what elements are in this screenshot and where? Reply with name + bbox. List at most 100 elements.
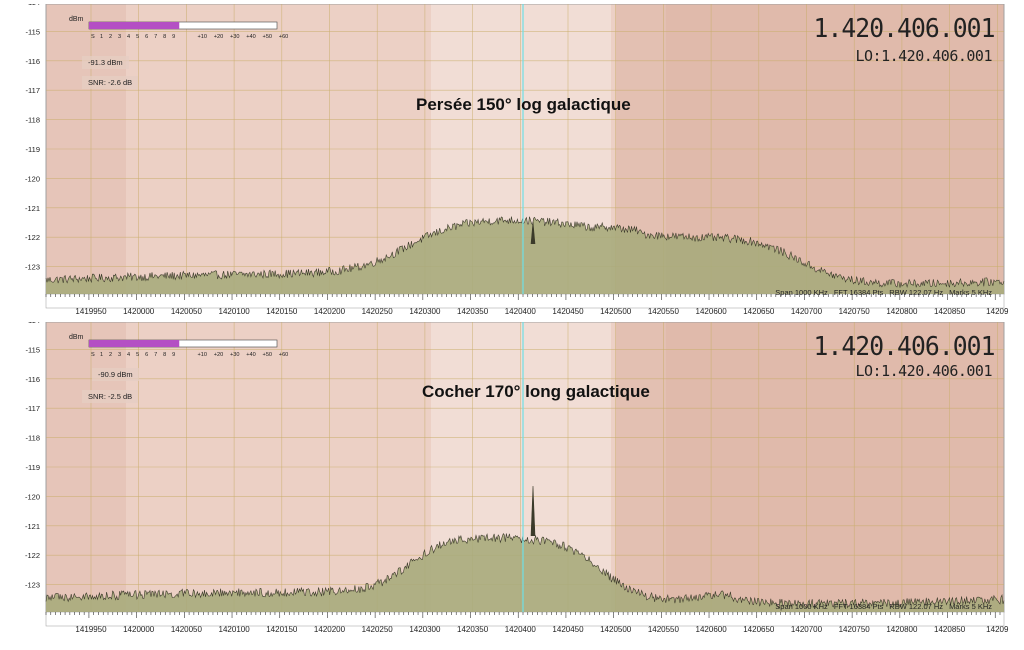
lo-frequency-readout: LO:1.420.406.001 <box>855 47 993 65</box>
x-tick-label: 1420750 <box>839 625 871 634</box>
smeter-scale-label: +40 <box>246 352 256 358</box>
x-tick-label: 1420400 <box>505 307 537 316</box>
x-tick-label: 1420450 <box>552 625 584 634</box>
spectrum-panel-top: -114 -115 -116 -117 -118 -119 -120 -121 -122 -123… <box>0 4 1010 322</box>
smeter-fill <box>89 22 180 29</box>
signal-level-readout: -90.9 dBm <box>92 368 139 381</box>
y-tick-label: -115 <box>26 27 40 36</box>
rbw-status: RBW 122.07 Hz <box>889 602 944 611</box>
smeter-scale-label: 3 <box>118 34 121 40</box>
x-tick-label: 1420350 <box>457 307 489 316</box>
smeter-scale-label: 4 <box>127 352 130 358</box>
y-tick-label: -116 <box>26 57 40 66</box>
x-tick-label: 1420050 <box>171 307 203 316</box>
y-tick-label: -117 <box>26 86 40 95</box>
x-tick-label: 1420200 <box>314 625 346 634</box>
x-tick-label: 1420600 <box>696 307 728 316</box>
span-status: Span 1000 KHz <box>775 288 828 297</box>
x-tick-label: 1420500 <box>600 307 632 316</box>
x-axis-strip <box>45 611 1005 627</box>
spectrum-title: Persée 150° log galactique <box>416 95 631 114</box>
snr-readout: SNR: -2.5 dB <box>82 390 139 403</box>
spectrum-plot-top[interactable]: -114 -115 -116 -117 -118 -119 -120 -121 -122 -123… <box>0 4 1010 322</box>
x-tick-label: 1420000 <box>123 625 155 634</box>
y-tick-label: -123 <box>25 581 40 590</box>
x-tick-label: 1420350 <box>457 625 489 634</box>
smeter-scale-label: 2 <box>109 34 112 40</box>
x-tick-label: 1420850 <box>934 625 966 634</box>
smeter-scale-label: 1 <box>100 34 103 40</box>
smeter-scale-label: 8 <box>163 34 166 40</box>
x-tick-label: 1420650 <box>743 307 775 316</box>
y-tick-label: -118 <box>26 116 40 125</box>
x-tick-label: 1420700 <box>791 307 823 316</box>
y-tick-label: -117 <box>26 404 40 413</box>
y-tick-label: -119 <box>26 463 40 472</box>
y-tick-label: -115 <box>26 345 40 354</box>
signal-spike <box>530 221 536 245</box>
y-tick-label: -114 <box>26 4 40 7</box>
x-tick-label: 1420250 <box>362 625 394 634</box>
x-tick-label: 1420150 <box>266 307 298 316</box>
smeter-scale-label: 7 <box>154 34 157 40</box>
x-tick-label: 1420050 <box>171 625 203 634</box>
x-tick-label: 1420800 <box>886 307 918 316</box>
y-tick-label: -121 <box>25 522 40 531</box>
x-tick-label: 1420550 <box>648 307 680 316</box>
x-tick-label: 1420200 <box>314 307 346 316</box>
x-tick-label: 1420000 <box>123 307 155 316</box>
smeter-scale-label: +60 <box>279 352 289 358</box>
y-tick-label: -120 <box>25 174 40 183</box>
frequency-readout[interactable]: 1.420.406.001 <box>813 14 995 44</box>
fft-status: FFT 16384 Pts <box>833 602 884 611</box>
signal-spike <box>530 485 536 537</box>
spectrum-title: Cocher 170° long galactique <box>422 382 650 401</box>
smeter-scale-label: 9 <box>172 352 175 358</box>
x-tick-label: 1419950 <box>75 625 107 634</box>
smeter-scale-label: 3 <box>118 352 121 358</box>
smeter-scale-label: S <box>91 34 95 40</box>
smeter-scale-label: 6 <box>145 352 148 358</box>
rbw-status: RBW 122.07 Hz <box>889 288 944 297</box>
smeter-scale-label: 1 <box>100 352 103 358</box>
x-tick-label: 14209 <box>986 307 1009 316</box>
y-tick-label: -123 <box>25 263 40 272</box>
smeter-scale-label: 2 <box>109 352 112 358</box>
x-tick-label: 1420400 <box>505 625 537 634</box>
smeter-scale-label: +30 <box>230 352 240 358</box>
smeter-scale-label: S <box>91 352 95 358</box>
status-line: Span 1000 KHz FFT 16384 Pts RBW 122.07 Hz M… <box>769 288 992 297</box>
x-tick-label: 1420650 <box>743 625 775 634</box>
x-tick-label: 1420550 <box>648 625 680 634</box>
y-tick-label: -119 <box>26 145 40 154</box>
x-tick-label: 1420600 <box>696 625 728 634</box>
x-tick-label: 1419950 <box>75 307 107 316</box>
marks-status: Marks 5 KHz <box>949 288 992 297</box>
y-tick-label: -121 <box>25 204 40 213</box>
smeter-scale-label: +60 <box>279 34 289 40</box>
lo-frequency-readout: LO:1.420.406.001 <box>855 362 993 380</box>
smeter-scale-label: 6 <box>145 34 148 40</box>
smeter-unit-label: dBm <box>69 334 84 341</box>
spectrum-plot-bottom[interactable]: -114 -115 -116 -117 -118 -119 -120 -121 -122 -123… <box>0 322 1010 640</box>
smeter-scale-label: 9 <box>172 34 175 40</box>
marks-status: Marks 5 KHz <box>949 602 992 611</box>
smeter-scale-label: +30 <box>230 34 240 40</box>
smeter-scale-label: 4 <box>127 34 130 40</box>
spectrum-trace <box>45 532 1005 609</box>
smeter-unit-label: dBm <box>69 16 84 23</box>
fft-status: FFT 16384 Pts <box>833 288 884 297</box>
x-tick-label: 1420150 <box>266 625 298 634</box>
smeter-scale-label: 5 <box>136 34 139 40</box>
y-tick-label: -116 <box>26 375 40 384</box>
y-tick-label: -114 <box>26 322 40 325</box>
smeter-scale-label: +10 <box>198 34 208 40</box>
x-tick-label: 1420500 <box>600 625 632 634</box>
snr-readout: SNR: -2.6 dB <box>82 76 139 89</box>
x-tick-label: 1420300 <box>409 307 441 316</box>
smeter-scale-label: +10 <box>198 352 208 358</box>
x-tick-label: 1420100 <box>219 625 251 634</box>
frequency-readout[interactable]: 1.420.406.001 <box>813 332 995 362</box>
y-tick-label: -118 <box>26 434 40 443</box>
y-tick-label: -120 <box>25 492 40 501</box>
